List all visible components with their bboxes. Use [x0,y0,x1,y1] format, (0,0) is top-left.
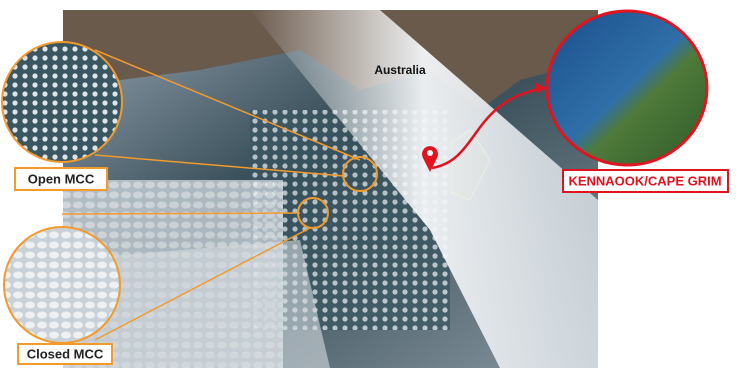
open-mcc-label: Open MCC [28,171,95,186]
country-label: Australia [374,63,426,77]
open-mcc-zoom [1,41,123,163]
closed-mcc-zoom [3,226,121,344]
site-pin [421,146,438,172]
closed-mcc-marker [297,197,329,229]
site-label: KENNAOOK/CAPE GRIM [568,173,721,188]
site-photo [545,9,709,167]
closed-mcc-label: Closed MCC [27,346,104,361]
satellite-image [63,10,598,368]
open-mcc-marker [342,156,378,192]
